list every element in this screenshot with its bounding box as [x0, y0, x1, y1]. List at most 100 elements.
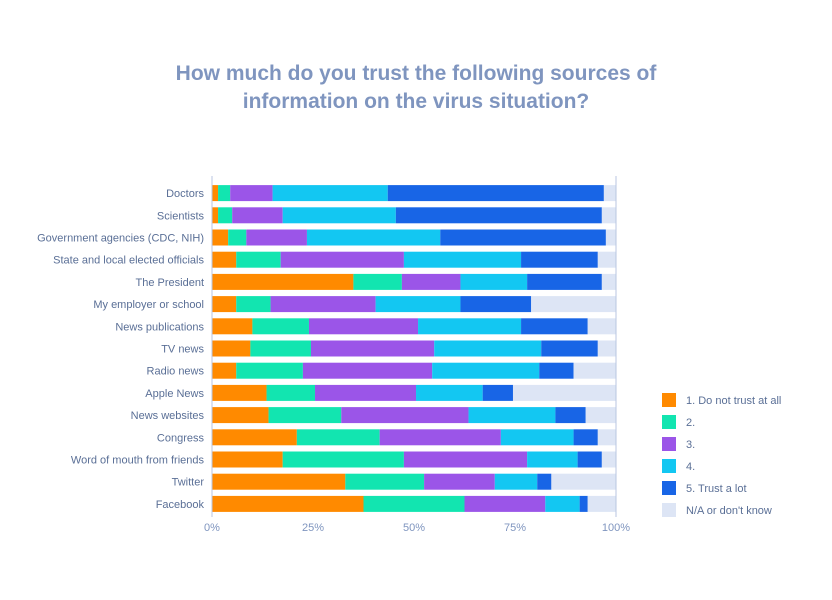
bar-segment-6-4 [521, 318, 588, 335]
bar-segment-7-5 [597, 340, 616, 357]
category-label: Word of mouth from friends [71, 455, 205, 467]
bar-segment-5-3 [375, 296, 461, 313]
bar-segment-6-0 [212, 318, 253, 335]
category-label: State and local elected officials [53, 255, 204, 267]
bar-segment-0-4 [387, 185, 604, 202]
bar-segment-14-1 [363, 495, 465, 512]
bar-segment-4-0 [212, 273, 354, 290]
bar-segment-2-2 [246, 229, 307, 246]
bar-segment-10-5 [585, 407, 616, 424]
bar-segment-3-0 [212, 251, 237, 268]
bar-segment-2-1 [228, 229, 247, 246]
bar-segment-9-3 [416, 384, 483, 401]
bar-segment-1-4 [395, 207, 602, 224]
category-label: News websites [131, 410, 205, 422]
legend-label: 3. [686, 439, 695, 451]
category-label: Twitter [172, 477, 205, 489]
bar-segment-1-5 [601, 207, 616, 224]
bar-segment-2-0 [212, 229, 229, 246]
bar-segment-8-0 [212, 362, 237, 379]
bar-segment-7-0 [212, 340, 251, 357]
bar-segment-11-4 [573, 429, 598, 446]
bar-segment-8-5 [573, 362, 616, 379]
category-label: Government agencies (CDC, NIH) [37, 233, 204, 245]
bar-segment-3-2 [280, 251, 404, 268]
bar-segment-4-3 [460, 273, 528, 290]
bar-segment-10-3 [468, 407, 556, 424]
bar-segment-14-3 [545, 495, 580, 512]
category-label: Scientists [157, 210, 205, 222]
bar-segment-6-5 [587, 318, 616, 335]
bar-segment-0-2 [230, 185, 273, 202]
legend-swatch [662, 393, 676, 407]
bar-segment-11-5 [597, 429, 616, 446]
bar-segment-1-0 [212, 207, 219, 224]
bar-segment-1-2 [232, 207, 283, 224]
bar-segment-13-5 [551, 473, 616, 490]
bar-segment-5-4 [460, 296, 532, 313]
x-tick-label: 0% [204, 522, 220, 534]
bar-segment-7-1 [250, 340, 311, 357]
x-tick-label: 75% [504, 522, 526, 534]
bar-segment-11-2 [379, 429, 501, 446]
bar-segment-13-1 [345, 473, 425, 490]
bar-segment-7-3 [434, 340, 542, 357]
bar-segment-14-4 [579, 495, 588, 512]
bar-segment-14-0 [212, 495, 364, 512]
bar-segment-9-2 [315, 384, 417, 401]
bar-segment-0-5 [603, 185, 616, 202]
bar-segment-4-2 [401, 273, 461, 290]
bar-segment-11-0 [212, 429, 297, 446]
legend-label: 4. [686, 461, 695, 473]
bar-segment-6-2 [308, 318, 419, 335]
bar-segment-6-1 [252, 318, 309, 335]
bar-segment-12-2 [403, 451, 528, 468]
bar-segment-7-2 [310, 340, 435, 357]
bar-segment-11-1 [296, 429, 380, 446]
bar-segment-4-4 [527, 273, 602, 290]
bar-segment-14-5 [587, 495, 616, 512]
x-tick-label: 100% [602, 522, 630, 534]
bar-segment-5-5 [531, 296, 616, 313]
category-label: Apple News [145, 388, 204, 400]
bar-segment-7-4 [541, 340, 598, 357]
bar-segment-10-4 [555, 407, 586, 424]
legend-swatch [662, 459, 676, 473]
chart-title-line-2: information on the virus situation? [242, 90, 590, 113]
bar-segment-8-3 [432, 362, 540, 379]
bar-segment-10-0 [212, 407, 269, 424]
category-label: My employer or school [93, 299, 204, 311]
bar-segment-1-1 [218, 207, 233, 224]
bar-segment-12-5 [601, 451, 616, 468]
legend-label: 2. [686, 417, 695, 429]
bar-segment-14-2 [464, 495, 546, 512]
bar-segment-2-4 [440, 229, 606, 246]
bar-segment-9-5 [512, 384, 616, 401]
category-label: Congress [157, 432, 205, 444]
legend-label: N/A or don't know [686, 505, 772, 517]
chart-title-line-1: How much do you trust the following sour… [175, 62, 657, 85]
bar-segment-2-5 [605, 229, 616, 246]
category-label: Radio news [147, 366, 205, 378]
bar-segment-3-3 [403, 251, 522, 268]
bar-segment-6-3 [418, 318, 522, 335]
bar-segment-0-3 [272, 185, 388, 202]
bar-segment-5-2 [270, 296, 376, 313]
bar-segment-0-0 [212, 185, 219, 202]
category-label: News publications [115, 321, 204, 333]
legend-swatch [662, 481, 676, 495]
bar-segment-9-0 [212, 384, 267, 401]
bar-segment-12-3 [527, 451, 578, 468]
legend-label: 1. Do not trust at all [686, 395, 781, 407]
bar-segment-9-1 [266, 384, 316, 401]
bar-segment-13-0 [212, 473, 346, 490]
category-label: TV news [161, 344, 204, 356]
category-label: Doctors [166, 188, 204, 200]
bar-segment-13-3 [494, 473, 538, 490]
x-tick-label: 25% [302, 522, 324, 534]
bar-segment-0-1 [218, 185, 231, 202]
bar-segment-1-3 [282, 207, 396, 224]
x-tick-label: 50% [403, 522, 425, 534]
bar-segment-3-1 [236, 251, 281, 268]
